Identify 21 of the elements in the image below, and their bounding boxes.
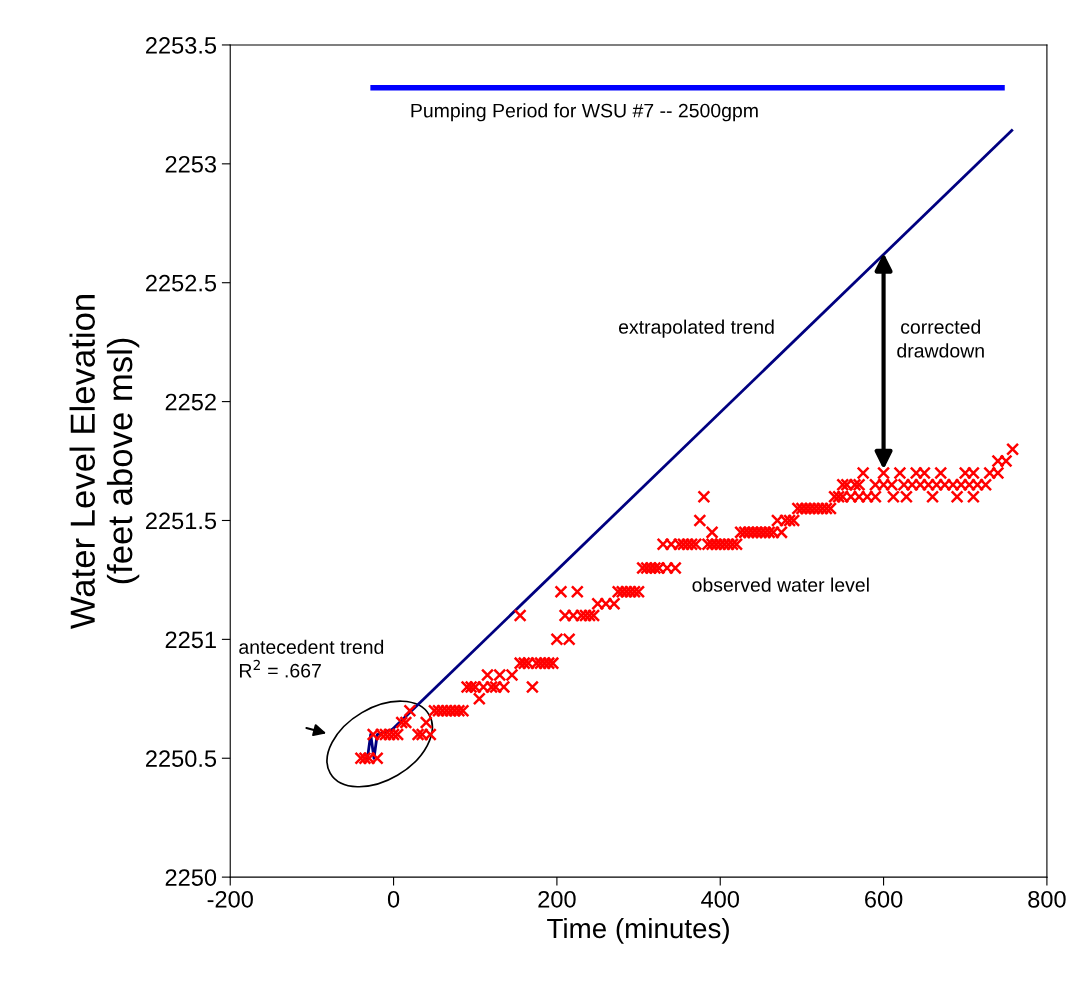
y-tick-label: 2251.5: [146, 512, 217, 530]
y-tick-label: 2251: [165, 631, 216, 649]
x-tick-label: -200: [207, 890, 253, 908]
annotation: extrapolated trend: [618, 319, 774, 338]
y-tick-label: 2253: [165, 155, 217, 173]
x-tick-label: 400: [701, 890, 740, 908]
annotation: observed water level: [692, 577, 869, 592]
x-tick-label: 0: [387, 890, 400, 908]
x-tick-label: 200: [538, 890, 576, 908]
y-tick-label: 2252: [165, 393, 216, 411]
y-tick-label: 2250: [165, 869, 217, 886]
annotation: antecedent trend R$^{2}$ = .667: [239, 639, 384, 678]
x-tick-label: 600: [865, 890, 903, 908]
y-tick-label: 2252.5: [146, 274, 217, 292]
x-axis-title: Time (minutes): [547, 917, 729, 944]
annotation: Pumping Period for WSU #7 -- 2500gpm: [411, 103, 758, 122]
y-tick-label: 2253.5: [146, 37, 217, 54]
x-tick-label: 800: [1028, 890, 1066, 908]
annotation: corrected drawdown: [897, 319, 984, 358]
y-axis-title: Water Level Elevation (feet above msl): [69, 295, 140, 630]
y-tick-label: 2250.5: [146, 750, 217, 768]
